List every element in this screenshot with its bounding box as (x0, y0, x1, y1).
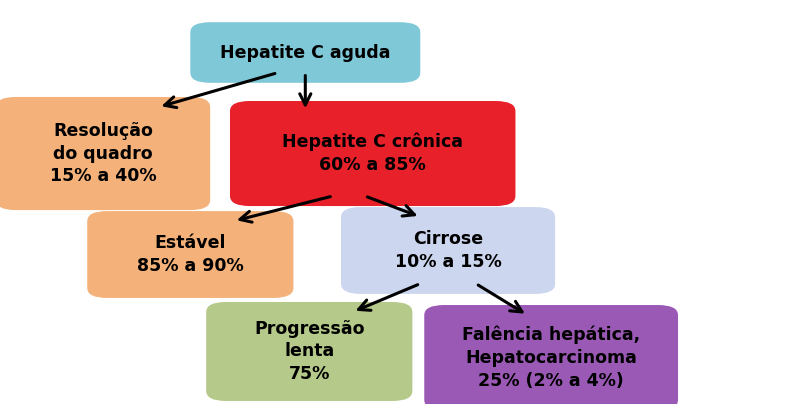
Text: Cirrose
10% a 15%: Cirrose 10% a 15% (395, 230, 501, 271)
FancyBboxPatch shape (87, 211, 293, 298)
FancyBboxPatch shape (0, 97, 210, 210)
Text: Hepatite C crônica
60% a 85%: Hepatite C crônica 60% a 85% (282, 133, 463, 174)
FancyBboxPatch shape (341, 207, 555, 294)
Text: Estável
85% a 90%: Estável 85% a 90% (137, 234, 243, 275)
Text: Falência hepática,
Hepatocarcinoma
25% (2% a 4%): Falência hepática, Hepatocarcinoma 25% (… (462, 325, 640, 390)
Text: Resolução
do quadro
15% a 40%: Resolução do quadro 15% a 40% (50, 122, 156, 185)
FancyBboxPatch shape (230, 101, 515, 206)
Text: Progressão
lenta
75%: Progressão lenta 75% (254, 320, 365, 383)
FancyBboxPatch shape (190, 22, 420, 83)
FancyBboxPatch shape (206, 302, 412, 401)
Text: Hepatite C aguda: Hepatite C aguda (220, 44, 391, 61)
FancyBboxPatch shape (424, 305, 678, 404)
